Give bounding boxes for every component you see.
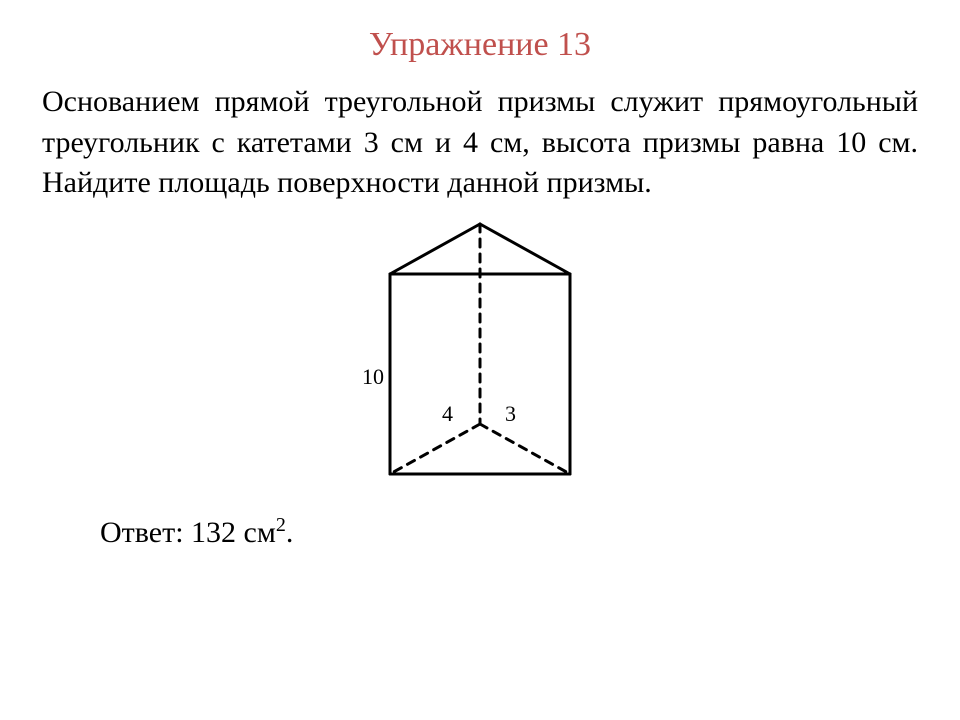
answer-value: 132 см [191,516,276,549]
edge-roof-left [390,224,480,274]
answer-exponent: 2 [276,514,286,536]
problem-statement: Основанием прямой треугольной призмы слу… [0,82,960,204]
answer-line: Ответ: 132 см2. [0,512,960,550]
label-leg-4: 4 [442,401,453,426]
edge-base-right [480,424,570,474]
figure-area: 10 4 3 [0,204,960,512]
prism-diagram: 10 4 3 [350,214,610,504]
label-leg-3: 3 [505,401,516,426]
edge-base-left [390,424,480,474]
answer-suffix: . [286,516,294,549]
label-height: 10 [362,364,384,389]
edge-roof-right [480,224,570,274]
slide-title: Упражнение 13 [0,0,960,82]
answer-prefix: Ответ: [100,516,191,549]
